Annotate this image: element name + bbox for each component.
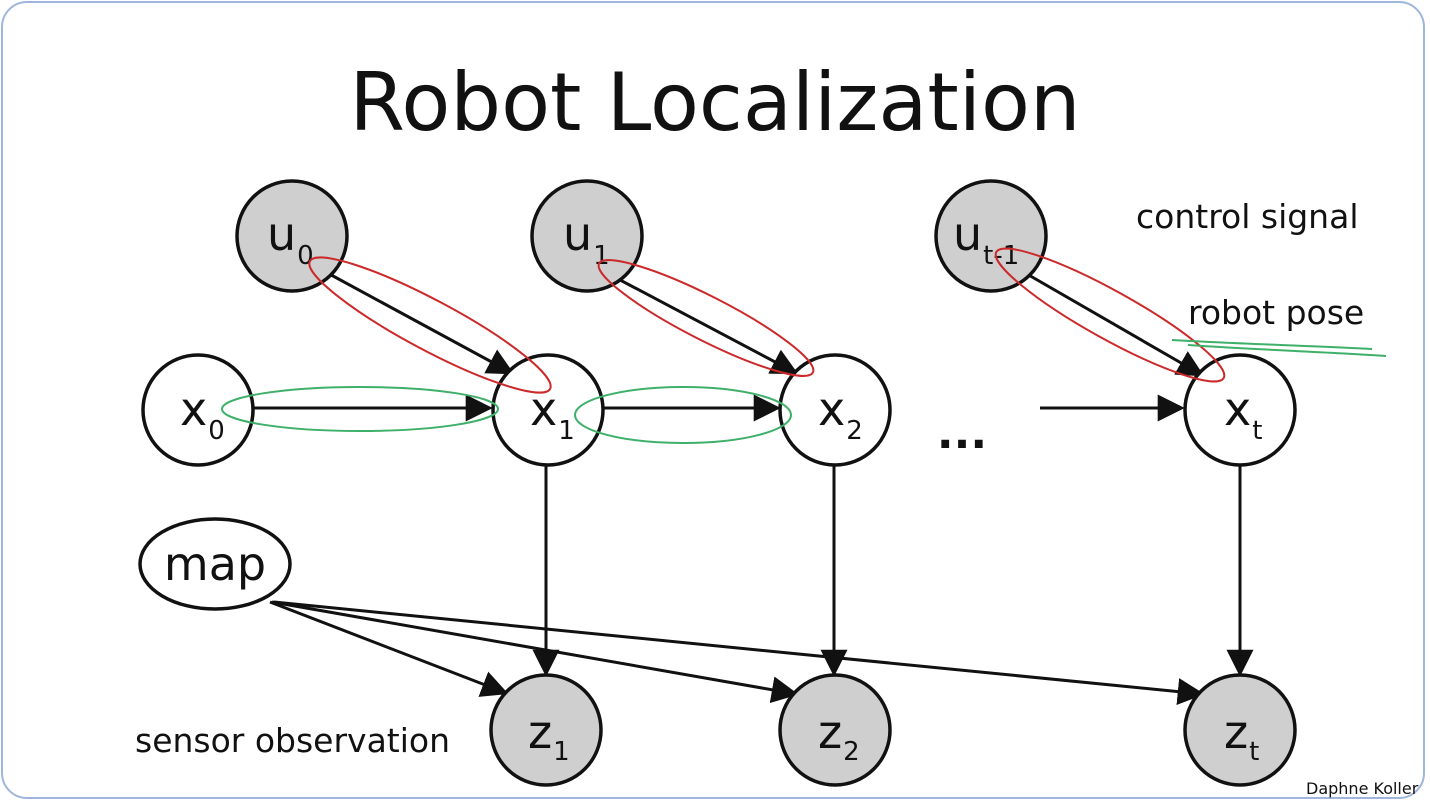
label-x0: x0 xyxy=(180,382,225,446)
edge-ut1-xt xyxy=(1019,268,1205,377)
sensor-observation-label: sensor observation xyxy=(135,721,450,760)
node-z2 xyxy=(778,673,892,787)
node-x2 xyxy=(778,353,892,467)
node-u0 xyxy=(235,179,349,293)
edge-u1-x2 xyxy=(604,270,799,375)
node-zt xyxy=(1183,673,1297,787)
node-z1 xyxy=(489,673,603,787)
green-loop-x0-x1 xyxy=(221,386,499,432)
label-map: map xyxy=(164,537,266,591)
green-underline-robot-pose xyxy=(1171,339,1387,357)
green-loop-x1-x2 xyxy=(574,386,792,444)
slide-title: Robot Localization xyxy=(349,56,1080,149)
nodes xyxy=(138,179,1297,787)
robot-pose-label: robot pose xyxy=(1188,293,1364,332)
edge-map-zt xyxy=(273,600,1205,706)
ellipsis: ... xyxy=(937,408,987,459)
edge-u0-x1 xyxy=(321,268,515,375)
credit-label: Daphne Koller xyxy=(1306,779,1419,798)
label-z1: z1 xyxy=(528,705,570,767)
label-u1: u1 xyxy=(563,207,610,271)
edges xyxy=(253,268,1254,706)
red-loop-ut1-xt xyxy=(994,247,1226,383)
label-ut-1: ut-1 xyxy=(953,207,1019,271)
edge-map-z2 xyxy=(271,600,799,704)
node-ut-1 xyxy=(934,179,1048,293)
control-signal-label: control signal xyxy=(1136,197,1359,236)
node-x0 xyxy=(141,353,255,467)
node-labels: u0 u1 ut-1 x0 x1 x2 xt map z1 z2 zt xyxy=(164,207,1263,767)
label-zt: zt xyxy=(1224,705,1259,767)
label-u0: u0 xyxy=(267,207,314,271)
red-loop-u1-x2 xyxy=(597,259,815,377)
red-loop-u0-x1 xyxy=(308,256,552,394)
label-xt: xt xyxy=(1224,382,1262,446)
label-x2: x2 xyxy=(818,382,863,446)
side-labels: control signal robot pose sensor observa… xyxy=(135,197,1419,798)
node-map xyxy=(138,517,292,611)
node-x1 xyxy=(491,353,605,467)
node-u1 xyxy=(530,179,644,293)
annotations xyxy=(221,247,1387,444)
label-x1: x1 xyxy=(530,382,575,446)
label-z2: z2 xyxy=(818,705,860,767)
edge-map-z1 xyxy=(269,600,509,697)
